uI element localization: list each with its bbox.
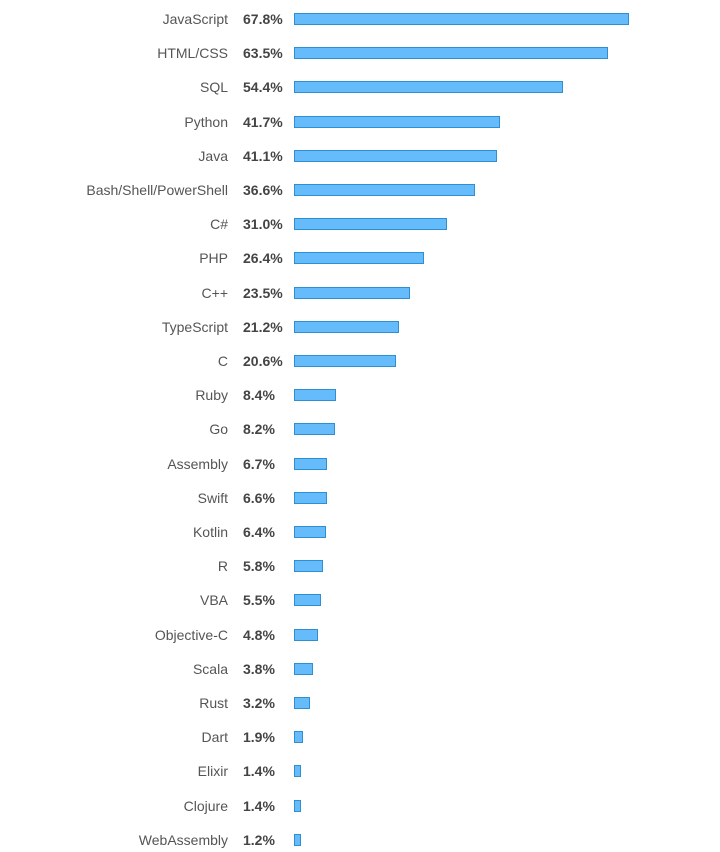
value-label: 5.8% — [243, 558, 275, 575]
bar — [294, 594, 322, 607]
value-label: 4.8% — [243, 626, 275, 643]
bar — [294, 355, 396, 367]
category-label: Scala — [192, 660, 228, 677]
category-label: Assembly — [167, 455, 228, 472]
category-label: C# — [210, 216, 228, 233]
category-label: Dart — [201, 729, 228, 746]
category-label: R — [217, 558, 228, 575]
bar — [294, 560, 323, 573]
value-label: 8.4% — [243, 387, 275, 404]
bar — [294, 47, 608, 60]
value-label: 20.6% — [243, 353, 283, 369]
category-label: Swift — [197, 489, 228, 506]
bar — [294, 457, 328, 470]
bar — [294, 731, 304, 744]
category-label: Ruby — [195, 387, 228, 404]
value-label: 6.6% — [243, 489, 275, 506]
bar — [294, 115, 501, 128]
value-label: 1.4% — [243, 797, 275, 814]
value-label: 6.7% — [243, 455, 275, 472]
value-label: 67.8% — [243, 11, 283, 27]
category-label: Clojure — [183, 797, 228, 814]
value-label: 31.0% — [243, 216, 283, 233]
category-label: PHP — [199, 250, 228, 267]
category-label: Bash/Shell/PowerShell — [86, 182, 228, 198]
bar — [294, 149, 498, 162]
bar — [294, 320, 399, 333]
value-label: 1.4% — [243, 763, 275, 780]
bar — [294, 423, 335, 436]
bar — [294, 389, 336, 402]
value-label: 23.5% — [243, 284, 283, 301]
value-label: 5.5% — [243, 592, 275, 609]
category-label: JavaScript — [162, 11, 228, 27]
value-label: 21.2% — [243, 318, 283, 335]
bar — [294, 628, 318, 641]
bar — [294, 13, 629, 25]
category-label: Objective-C — [154, 626, 228, 643]
value-label: 41.1% — [243, 147, 283, 164]
bar — [294, 662, 313, 675]
value-label: 54.4% — [243, 79, 283, 96]
bar — [294, 799, 301, 812]
bar — [294, 252, 425, 265]
bar — [294, 218, 448, 231]
category-label: Kotlin — [192, 524, 228, 540]
value-label: 1.9% — [243, 729, 275, 746]
category-label: Java — [198, 147, 228, 164]
bar — [294, 833, 301, 846]
category-label: Rust — [199, 695, 228, 711]
category-label: Elixir — [197, 763, 228, 780]
category-label: C — [217, 353, 228, 369]
value-label: 3.2% — [243, 695, 275, 711]
bar — [294, 184, 475, 196]
value-label: 8.2% — [243, 421, 275, 438]
category-label: HTML/CSS — [157, 45, 228, 62]
value-label: 36.6% — [243, 182, 283, 198]
value-label: 41.7% — [243, 113, 283, 130]
bar — [294, 765, 301, 778]
bar — [294, 526, 326, 538]
bar — [294, 286, 411, 299]
category-label: VBA — [199, 592, 228, 609]
value-label: 1.2% — [243, 831, 275, 848]
value-label: 26.4% — [243, 250, 283, 267]
category-label: Go — [209, 421, 228, 438]
category-label: TypeScript — [161, 318, 228, 335]
bar — [294, 491, 327, 504]
value-label: 3.8% — [243, 660, 275, 677]
category-label: Python — [184, 113, 228, 130]
category-label: WebAssembly — [138, 831, 228, 848]
category-label: SQL — [199, 79, 228, 96]
bar — [294, 697, 310, 709]
value-label: 6.4% — [243, 524, 275, 540]
bar — [294, 81, 563, 94]
value-label: 63.5% — [243, 45, 283, 62]
category-label: C++ — [201, 284, 228, 301]
